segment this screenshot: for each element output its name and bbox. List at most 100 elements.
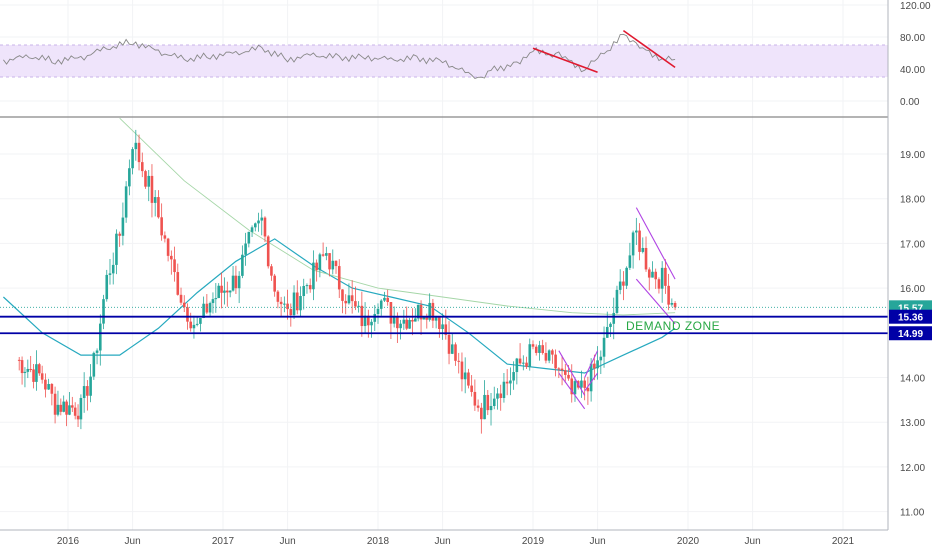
- candle-body: [192, 324, 196, 329]
- candle-body: [128, 168, 131, 187]
- rsi-tick-label: 120.00: [900, 1, 931, 12]
- candle-body: [305, 285, 309, 287]
- candle-body: [344, 300, 348, 304]
- candle-body: [173, 259, 176, 273]
- candle-body: [560, 368, 564, 371]
- candle-body: [602, 337, 606, 357]
- candle-body: [447, 334, 451, 354]
- candle-body: [428, 302, 431, 320]
- candle-body: [357, 305, 360, 307]
- price-trendline[interactable]: [558, 372, 586, 410]
- time-tick-label: 2018: [367, 536, 390, 547]
- rsi-trendline[interactable]: [532, 47, 598, 73]
- candle-body: [563, 370, 567, 375]
- candle-body: [263, 217, 267, 237]
- candle-body: [408, 319, 411, 329]
- candle-body: [234, 275, 238, 289]
- candle-body: [416, 304, 420, 319]
- rsi-band: [0, 45, 888, 77]
- candle-body: [202, 303, 205, 319]
- candle-body: [73, 407, 77, 416]
- candle-body: [160, 217, 163, 236]
- candle-body: [23, 371, 27, 374]
- candle-body: [528, 344, 532, 367]
- candle-body: [223, 290, 226, 293]
- candle-body: [454, 344, 457, 361]
- candle-body: [554, 354, 557, 369]
- candle-body: [140, 162, 144, 172]
- candle-body: [20, 360, 24, 374]
- candle-body: [622, 281, 625, 286]
- candle-body: [295, 292, 299, 311]
- candle-body: [499, 393, 503, 399]
- candle-body: [347, 295, 351, 304]
- candle-body: [509, 380, 512, 384]
- candle-body: [318, 254, 322, 271]
- candle-body: [383, 297, 386, 301]
- candle-body: [179, 294, 183, 303]
- candle-body: [486, 394, 490, 411]
- candle-body: [270, 266, 273, 276]
- candle-body: [226, 290, 229, 293]
- price-badge-label: 15.57: [898, 303, 923, 314]
- candle-body: [460, 361, 464, 380]
- candle-body: [505, 381, 509, 384]
- time-tick-label: Jun: [280, 536, 296, 547]
- candle-body: [405, 319, 409, 329]
- price-tick-label: 17.00: [900, 239, 925, 250]
- zone-price-badge: [889, 309, 932, 324]
- candle-body: [525, 362, 528, 367]
- candle-body: [596, 360, 599, 369]
- candle-body: [111, 264, 115, 274]
- candle-body: [105, 274, 109, 300]
- candle-body: [399, 323, 402, 329]
- candle-body: [367, 315, 370, 326]
- price-axis-bg: [888, 0, 932, 550]
- moving-average-slow: [119, 117, 676, 316]
- price-tick-label: 12.00: [900, 463, 925, 474]
- candle-body: [92, 352, 96, 377]
- price-trendline[interactable]: [584, 350, 599, 378]
- candle-body: [534, 346, 538, 353]
- candle-body: [631, 232, 635, 256]
- grid-layer: [0, 0, 888, 530]
- candle-body: [422, 317, 426, 320]
- time-tick-label: 2020: [677, 536, 700, 547]
- candle-body: [150, 175, 154, 203]
- candle-body: [518, 358, 522, 364]
- candle-body: [538, 345, 541, 353]
- candle-body: [496, 393, 499, 399]
- candle-body: [580, 380, 583, 388]
- rsi-panel: [0, 29, 888, 80]
- candle-body: [489, 405, 493, 411]
- price-trendline[interactable]: [558, 350, 586, 396]
- candle-body: [76, 415, 80, 420]
- candle-body: [157, 197, 160, 218]
- candle-body: [153, 197, 157, 203]
- price-badge-label: 15.36: [898, 313, 923, 324]
- demand-zone: [0, 306, 888, 335]
- candle-body: [29, 368, 32, 370]
- candle-body: [276, 291, 280, 302]
- rsi-tick-label: 0.00: [900, 97, 920, 108]
- candle-body: [670, 303, 674, 305]
- candle-body: [673, 303, 677, 308]
- candle-body: [544, 353, 548, 361]
- rsi-trendline[interactable]: [622, 29, 676, 69]
- candle-body: [434, 317, 438, 321]
- price-badge-label: 14.99: [898, 329, 923, 340]
- price-tick-label: 14.00: [900, 374, 925, 385]
- price-trendline[interactable]: [635, 207, 676, 280]
- candle-body: [292, 292, 296, 316]
- candle-body: [593, 363, 596, 369]
- candle-body: [283, 303, 286, 305]
- candle-body: [664, 267, 667, 286]
- candle-body: [137, 142, 141, 163]
- price-trendline[interactable]: [584, 372, 599, 392]
- candle-body: [492, 398, 496, 406]
- candle-body: [660, 267, 664, 289]
- candle-body: [59, 404, 63, 412]
- price-tick-label: 16.00: [900, 284, 925, 295]
